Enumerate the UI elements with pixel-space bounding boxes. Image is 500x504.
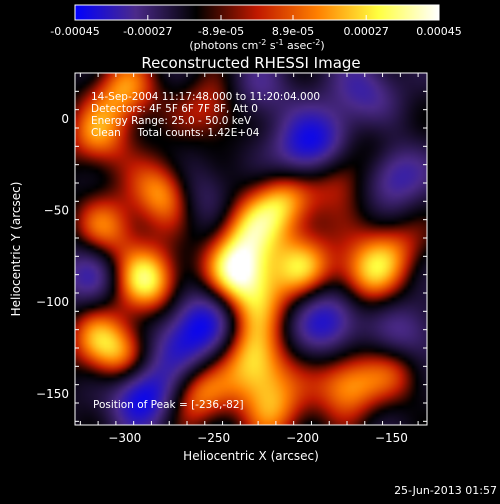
colorbar-tick-label: 0.00045 [416,25,462,38]
annotation-time-range: 14-Sep-2004 11:17:48.000 to 11:20:04.000 [91,91,320,103]
x-tick-label: −200 [286,431,319,445]
annotation-peak: Position of Peak = [-236,-82] [93,399,244,411]
annotation-detectors: Detectors: 4F 5F 6F 7F 8F, Att 0 [91,103,258,115]
y-tick-label: −100 [36,295,69,309]
colorbar-tick-label: 8.9e-05 [272,25,314,38]
colorbar-tick-label: 0.00027 [343,25,389,38]
colorbar-tick-label: -0.00027 [123,25,172,38]
annotation-clean: Clean Total counts: 1.42E+04 [91,127,260,139]
x-axis-label: Heliocentric X (arcsec) [183,449,319,463]
chart-title: Reconstructed RHESSI Image [141,54,360,72]
colorbar-units: (photons cm-2 s-1 asec-2) [189,38,324,52]
y-axis-label: Heliocentric Y (arcsec) [9,182,23,317]
x-tick-label: −150 [375,431,408,445]
y-tick-label: −50 [44,204,69,218]
colorbar-tick-label: -0.00045 [50,25,99,38]
x-tick-label: −300 [108,431,141,445]
colorbar-tick-label: -8.9e-05 [198,25,244,38]
heatmap-image [75,73,427,425]
y-tick-label: 0 [61,112,69,126]
axis-ticks: −300 −250 −200 −150 0 −50 −100 −150 [36,72,427,445]
y-tick-label: −150 [36,387,69,401]
colorbar-ticks: -0.00045 -0.00027 -8.9e-05 8.9e-05 0.00027 0.… [50,15,462,38]
plot-frame [74,72,428,426]
colorbar-frame [74,4,440,21]
x-tick-label: −250 [197,431,230,445]
footer-date: 25-Jun-2013 01:57 [394,484,497,497]
colorbar [75,5,439,20]
annotation-energy: Energy Range: 25.0 - 50.0 keV [91,115,252,127]
